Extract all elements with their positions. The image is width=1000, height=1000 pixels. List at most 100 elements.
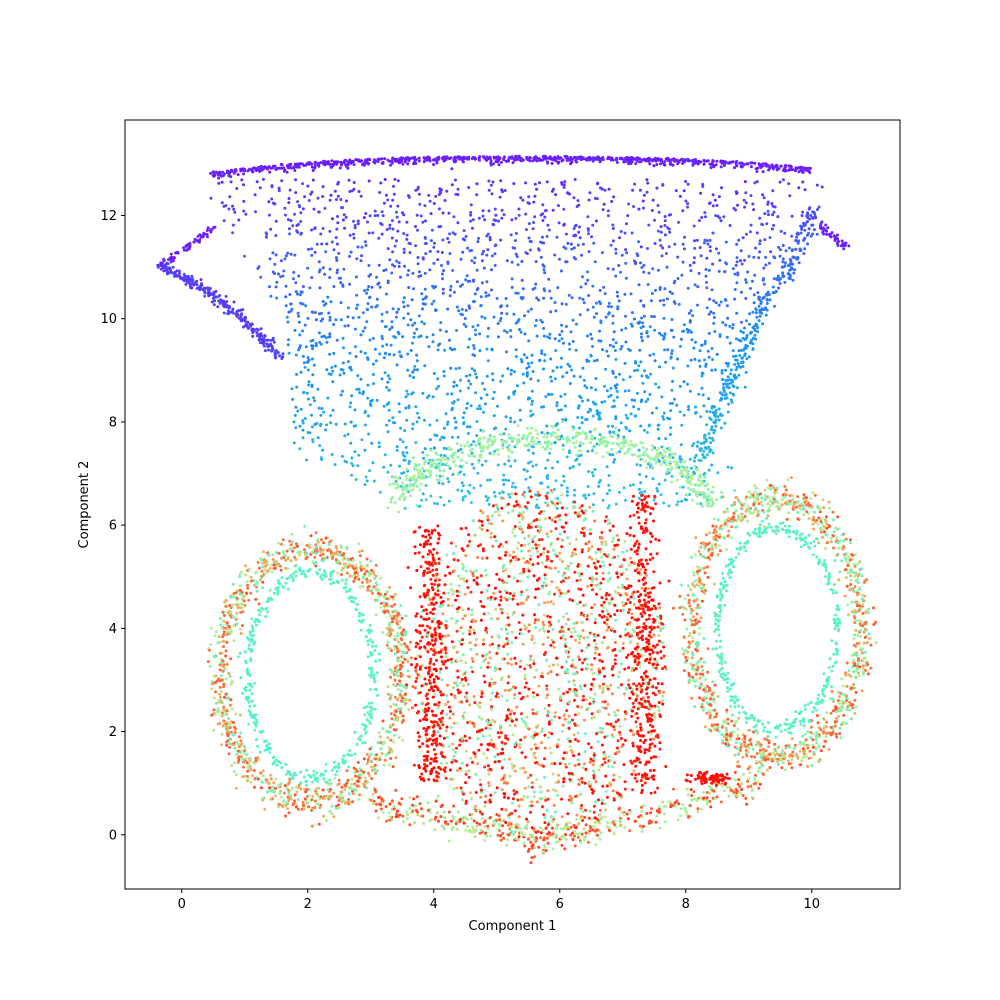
- scatter-point: [712, 311, 716, 315]
- scatter-point: [557, 160, 561, 164]
- scatter-point: [582, 157, 586, 161]
- scatter-point: [572, 246, 576, 250]
- scatter-point: [548, 332, 552, 336]
- scatter-point: [380, 334, 384, 338]
- scatter-point: [382, 201, 386, 205]
- scatter-point: [397, 477, 400, 480]
- scatter-point: [659, 225, 663, 229]
- scatter-point: [355, 257, 359, 261]
- scatter-point: [467, 379, 471, 383]
- scatter-point: [385, 228, 389, 231]
- scatter-point: [448, 294, 452, 298]
- scatter-point: [705, 306, 709, 310]
- scatter-point: [379, 747, 383, 751]
- scatter-point: [648, 325, 652, 329]
- scatter-point: [724, 160, 728, 164]
- scatter-point: [514, 216, 518, 220]
- scatter-point: [432, 372, 436, 375]
- scatter-point: [350, 473, 354, 477]
- scatter-point: [693, 456, 697, 460]
- scatter-point: [371, 362, 375, 366]
- scatter-point: [550, 424, 553, 428]
- scatter-point: [497, 335, 500, 339]
- scatter-point: [492, 490, 496, 494]
- scatter-point: [798, 247, 802, 251]
- scatter-point: [307, 199, 311, 202]
- scatter-point: [572, 441, 576, 445]
- scatter-point: [243, 254, 246, 258]
- scatter-point: [603, 384, 606, 388]
- scatter-point: [551, 187, 555, 191]
- scatter-point: [409, 656, 413, 660]
- scatter-point: [169, 252, 173, 256]
- scatter-point: [728, 160, 732, 164]
- scatter-point: [492, 440, 496, 444]
- scatter-point: [362, 163, 366, 167]
- scatter-point: [393, 244, 397, 248]
- scatter-point: [769, 250, 773, 254]
- scatter-point: [242, 172, 245, 176]
- scatter-point: [734, 354, 738, 358]
- scatter-point: [456, 455, 460, 459]
- scatter-point: [474, 443, 478, 447]
- scatter-point: [484, 459, 488, 463]
- scatter-point: [805, 214, 809, 218]
- scatter-point: [719, 219, 723, 223]
- scatter-point: [363, 326, 367, 330]
- scatter-point: [346, 565, 350, 569]
- scatter-point: [427, 345, 431, 349]
- scatter-point: [327, 797, 331, 801]
- scatter-point: [464, 325, 468, 328]
- scatter-point: [591, 503, 595, 507]
- scatter-point: [670, 352, 674, 355]
- scatter-point: [635, 391, 639, 395]
- scatter-point: [624, 314, 627, 318]
- scatter-point: [279, 259, 283, 263]
- scatter-point: [369, 579, 372, 583]
- scatter-point: [691, 314, 695, 318]
- scatter-point: [460, 481, 464, 485]
- scatter-point: [416, 368, 419, 372]
- scatter-point: [628, 429, 632, 433]
- scatter-point: [356, 574, 360, 578]
- scatter-point: [408, 242, 412, 246]
- scatter-point: [603, 292, 607, 296]
- scatter-point: [551, 158, 555, 162]
- scatter-point: [544, 395, 548, 399]
- scatter-point: [722, 388, 726, 392]
- scatter-point: [427, 193, 431, 197]
- scatter-point: [619, 447, 623, 450]
- scatter-point: [242, 209, 246, 213]
- scatter-point: [239, 314, 243, 318]
- scatter-point: [545, 445, 549, 449]
- scatter-point: [448, 446, 451, 450]
- scatter-point: [694, 411, 697, 415]
- scatter-point: [568, 192, 571, 196]
- scatter-point: [507, 459, 511, 463]
- scatter-point: [377, 445, 381, 449]
- scatter-point: [314, 342, 318, 345]
- scatter-point: [378, 755, 382, 759]
- scatter-point: [652, 498, 656, 502]
- scatter-point: [491, 378, 495, 382]
- scatter-point: [450, 167, 454, 171]
- scatter-point: [714, 418, 718, 422]
- scatter-point: [501, 490, 505, 494]
- scatter-point: [470, 259, 474, 263]
- scatter-point: [565, 155, 569, 159]
- scatter-point: [491, 397, 495, 400]
- scatter-point: [758, 314, 762, 318]
- scatter-point: [485, 234, 489, 238]
- scatter-point: [237, 735, 241, 739]
- scatter-point: [594, 219, 598, 223]
- scatter-point: [611, 453, 615, 457]
- scatter-point: [385, 310, 389, 314]
- scatter-point: [330, 804, 334, 808]
- scatter-point: [229, 730, 233, 734]
- scatter-point: [663, 332, 667, 336]
- scatter-point: [458, 155, 462, 159]
- scatter-point: [679, 443, 683, 447]
- scatter-point: [174, 273, 178, 277]
- scatter-point: [322, 159, 325, 163]
- scatter-point: [294, 805, 298, 809]
